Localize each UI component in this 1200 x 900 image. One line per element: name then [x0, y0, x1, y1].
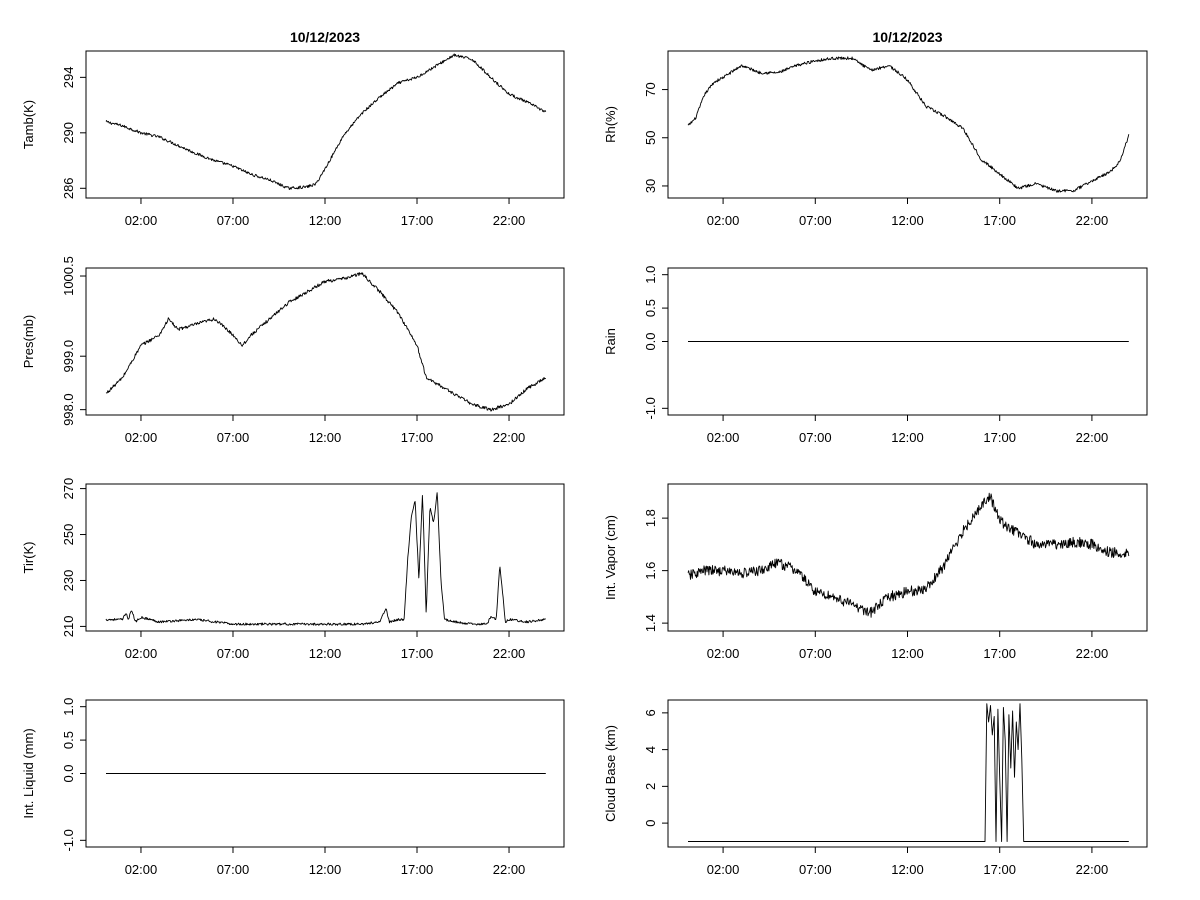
x-tick-label: 12:00 — [891, 646, 924, 661]
y-tick-label: 286 — [61, 177, 76, 199]
x-tick-label: 22:00 — [1076, 646, 1109, 661]
x-tick-label: 17:00 — [983, 213, 1016, 228]
y-tick-label: 998.0 — [61, 393, 76, 426]
x-tick-label: 07:00 — [799, 862, 832, 877]
y-axis-label: Int. Vapor (cm) — [603, 515, 618, 600]
x-tick-label: 22:00 — [1076, 862, 1109, 877]
y-tick-label: 0.5 — [61, 731, 76, 749]
x-tick-label: 12:00 — [891, 862, 924, 877]
x-tick-label: 12:00 — [891, 430, 924, 445]
series-line — [105, 53, 547, 190]
x-tick-label: 17:00 — [983, 430, 1016, 445]
y-tick-label: 290 — [61, 122, 76, 144]
plot-frame — [85, 483, 565, 632]
y-tick-label: 0.5 — [643, 299, 658, 317]
y-tick-label: 6 — [643, 709, 658, 716]
y-tick-label: 999.0 — [61, 340, 76, 373]
x-tick-label: 12:00 — [891, 213, 924, 228]
chart-panel-2: 10/12/2023 02:00 07:00 12:00 17:00 22:00 30 50 7… — [603, 29, 1148, 228]
y-tick-label: 70 — [643, 82, 658, 96]
x-tick-label: 07:00 — [217, 646, 250, 661]
x-tick-label: 17:00 — [401, 862, 434, 877]
x-tick-label: 02:00 — [125, 430, 158, 445]
x-tick-label: 07:00 — [799, 646, 832, 661]
y-tick-label: 1.4 — [643, 614, 658, 632]
y-tick-label: 0 — [643, 819, 658, 826]
plot-frame — [667, 699, 1148, 848]
plot-frame — [667, 483, 1148, 632]
y-axis-label: Rh(%) — [603, 106, 618, 143]
y-axis-label: Tamb(K) — [21, 100, 36, 149]
y-axis-label: Int. Liquid (mm) — [21, 728, 36, 818]
chart-panel-1: 10/12/2023 02:00 07:00 12:00 17:00 22:00 286 29… — [21, 29, 565, 228]
plot-frame — [85, 50, 565, 199]
series-line — [105, 272, 546, 412]
y-tick-label: 250 — [61, 524, 76, 546]
chart-panel-4: 02:00 07:00 12:00 17:00 22:00 -1.0 0.0 0.5 1.0 Ra… — [603, 266, 1148, 445]
x-tick-label: 17:00 — [401, 213, 434, 228]
x-tick-label: 22:00 — [1076, 430, 1109, 445]
x-tick-label: 12:00 — [309, 430, 342, 445]
y-tick-label: -1.0 — [643, 397, 658, 419]
chart-panel-3: 02:00 07:00 12:00 17:00 22:00 998.0 999.0 1000.… — [21, 256, 565, 445]
x-tick-label: 07:00 — [217, 430, 250, 445]
x-tick-label: 07:00 — [217, 213, 250, 228]
chart-panel-5: 02:00 07:00 12:00 17:00 22:00 210 230 250 270 Tir… — [21, 478, 565, 661]
y-tick-label: 50 — [643, 131, 658, 145]
x-tick-label: 02:00 — [125, 213, 158, 228]
y-tick-label: 230 — [61, 570, 76, 592]
y-axis-label: Cloud Base (km) — [603, 725, 618, 822]
y-tick-label: 1.6 — [643, 562, 658, 580]
y-tick-label: 1.0 — [61, 698, 76, 716]
chart-panel-8: 02:00 07:00 12:00 17:00 22:00 0 2 4 6 Cloud Base … — [603, 699, 1148, 877]
x-tick-label: 02:00 — [707, 646, 740, 661]
x-tick-label: 22:00 — [493, 430, 526, 445]
chart-title: 10/12/2023 — [290, 29, 360, 45]
x-tick-label: 07:00 — [799, 213, 832, 228]
chart-panel-7: 02:00 07:00 12:00 17:00 22:00 -1.0 0.0 0.5 1.0 In… — [21, 698, 565, 877]
y-axis-label: Pres(mb) — [21, 315, 36, 368]
x-tick-label: 02:00 — [707, 430, 740, 445]
y-axis-label: Rain — [603, 328, 618, 355]
x-tick-label: 22:00 — [493, 862, 526, 877]
y-tick-label: 4 — [643, 746, 658, 753]
x-tick-label: 07:00 — [799, 430, 832, 445]
y-tick-label: 30 — [643, 179, 658, 193]
y-tick-label: 294 — [61, 66, 76, 88]
x-tick-label: 12:00 — [309, 213, 342, 228]
y-axis-label: Tir(K) — [21, 541, 36, 573]
y-tick-label: 1.8 — [643, 509, 658, 527]
x-tick-label: 17:00 — [401, 646, 434, 661]
x-tick-label: 22:00 — [493, 646, 526, 661]
series-line — [105, 492, 546, 626]
series-line — [687, 56, 1130, 193]
y-tick-label: 0.0 — [643, 332, 658, 350]
x-tick-label: 22:00 — [1076, 213, 1109, 228]
x-tick-label: 02:00 — [707, 862, 740, 877]
plot-frame — [85, 267, 565, 416]
x-tick-label: 17:00 — [401, 430, 434, 445]
y-tick-label: 0.0 — [61, 764, 76, 782]
x-tick-label: 12:00 — [309, 646, 342, 661]
x-tick-label: 17:00 — [983, 862, 1016, 877]
x-tick-label: 02:00 — [707, 213, 740, 228]
plot-frame — [667, 50, 1148, 199]
y-tick-label: 1.0 — [643, 266, 658, 284]
y-tick-label: 210 — [61, 616, 76, 638]
y-tick-label: 2 — [643, 783, 658, 790]
y-tick-label: 270 — [61, 478, 76, 500]
series-line — [687, 492, 1130, 618]
x-tick-label: 07:00 — [217, 862, 250, 877]
y-tick-label: -1.0 — [61, 829, 76, 851]
y-tick-label: 1000.5 — [61, 256, 76, 296]
x-tick-label: 02:00 — [125, 862, 158, 877]
series-line — [688, 703, 1129, 842]
x-tick-label: 12:00 — [309, 862, 342, 877]
x-tick-label: 17:00 — [983, 646, 1016, 661]
chart-panel-6: 02:00 07:00 12:00 17:00 22:00 1.4 1.6 1.8 Int. V… — [603, 483, 1148, 661]
x-tick-label: 02:00 — [125, 646, 158, 661]
chart-title: 10/12/2023 — [872, 29, 942, 45]
x-tick-label: 22:00 — [493, 213, 526, 228]
